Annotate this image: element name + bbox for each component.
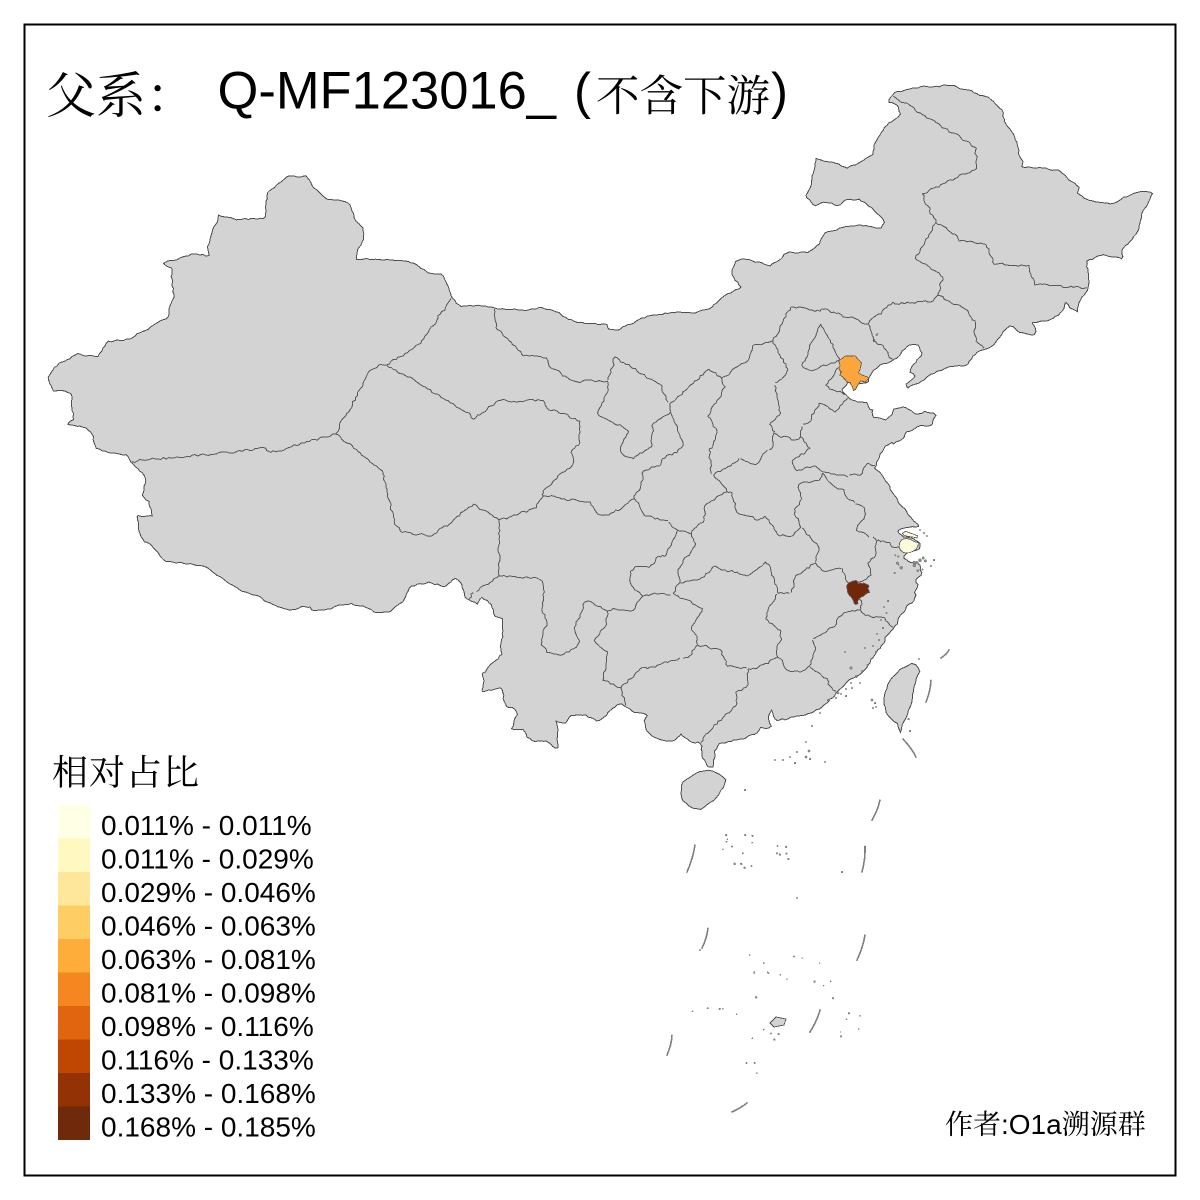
svg-text:0.168% - 0.185%: 0.168% - 0.185%: [101, 1112, 316, 1143]
svg-text:0.046% - 0.063%: 0.046% - 0.063%: [101, 911, 316, 942]
svg-text::O1a: :O1a: [1001, 1109, 1062, 1140]
svg-text:0.098% - 0.116%: 0.098% - 0.116%: [101, 1011, 314, 1042]
svg-text:0.133% - 0.168%: 0.133% - 0.168%: [101, 1078, 316, 1109]
svg-text:(: (: [574, 63, 591, 120]
svg-text:): ): [771, 63, 788, 120]
svg-text:0.081% - 0.098%: 0.081% - 0.098%: [101, 978, 316, 1009]
svg-text:0.116% - 0.133%: 0.116% - 0.133%: [101, 1045, 314, 1076]
svg-text:Q-MF123016_: Q-MF123016_: [218, 62, 557, 121]
svg-text:0.011% - 0.029%: 0.011% - 0.029%: [101, 844, 314, 875]
svg-text:0.011% - 0.011%: 0.011% - 0.011%: [101, 810, 312, 841]
svg-text:0.029% - 0.046%: 0.029% - 0.046%: [101, 877, 316, 908]
svg-text:0.063% - 0.081%: 0.063% - 0.081%: [101, 944, 316, 975]
